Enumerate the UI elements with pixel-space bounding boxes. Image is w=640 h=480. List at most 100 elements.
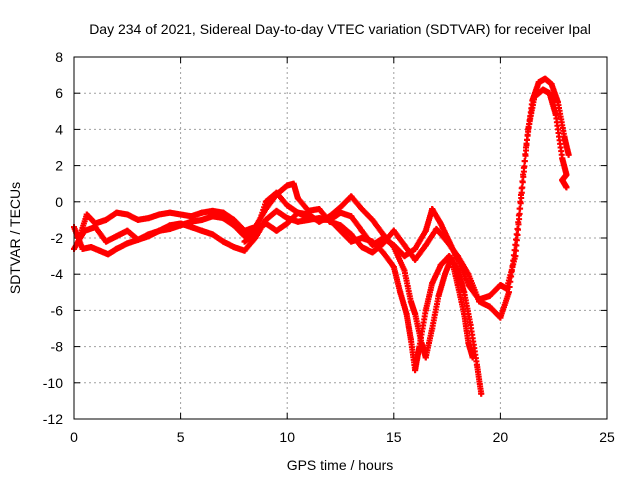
data-point [441, 271, 448, 278]
data-point [412, 256, 419, 263]
x-tick-label: 15 [386, 429, 402, 445]
data-point [273, 207, 280, 214]
data-point [454, 282, 461, 289]
data-point [433, 225, 440, 232]
data-point [326, 216, 333, 223]
data-point [113, 245, 120, 252]
data-point [262, 220, 269, 227]
y-tick-label: 4 [55, 121, 63, 137]
data-point [540, 86, 547, 93]
data-point [503, 285, 510, 292]
data-point [348, 238, 355, 245]
data-point [369, 249, 376, 256]
data-point [316, 216, 323, 223]
data-point [403, 311, 410, 318]
y-tick-label: -4 [51, 266, 64, 282]
data-point [542, 75, 549, 82]
data-point [209, 213, 216, 220]
data-point [241, 247, 248, 254]
data-point [273, 227, 280, 234]
data-point [145, 215, 152, 222]
data-point [525, 126, 532, 133]
data-point [134, 216, 141, 223]
data-point [437, 220, 444, 227]
data-point [429, 280, 436, 287]
data-point [563, 171, 570, 178]
data-point [102, 238, 109, 245]
data-point [454, 256, 461, 263]
x-tick-label: 10 [279, 429, 295, 445]
data-point [554, 99, 561, 106]
data-point [469, 354, 476, 361]
grid-lines [74, 57, 607, 419]
data-point [429, 325, 436, 332]
data-point [188, 218, 195, 225]
data-point [105, 251, 112, 258]
x-tick-label: 25 [599, 429, 615, 445]
data-point [337, 209, 344, 216]
data-point [390, 263, 397, 270]
data-point [134, 236, 141, 243]
data-point [75, 238, 82, 245]
data-point [88, 244, 95, 251]
y-tick-label: -10 [43, 375, 63, 391]
data-point [220, 238, 227, 245]
data-point [241, 227, 248, 234]
data-point [79, 245, 86, 252]
data-point [252, 231, 259, 238]
y-tick-label: 8 [55, 49, 63, 65]
data-point [166, 209, 173, 216]
data-point [124, 240, 131, 247]
data-point [369, 242, 376, 249]
y-tick-label: 2 [55, 158, 63, 174]
data-point [412, 245, 419, 252]
data-point [531, 93, 538, 100]
data-point [198, 216, 205, 223]
data-point [209, 207, 216, 214]
data-point [156, 227, 163, 234]
y-tick-label: -8 [51, 339, 64, 355]
data-point [284, 220, 291, 227]
data-point [412, 367, 419, 374]
data-point [348, 213, 355, 220]
data-point [446, 238, 453, 245]
x-tick-label: 20 [493, 429, 509, 445]
data-point [145, 233, 152, 240]
data-point [177, 211, 184, 218]
data-series [71, 75, 572, 397]
data-point [497, 282, 504, 289]
data-point [565, 151, 572, 158]
data-point [198, 227, 205, 234]
data-point [486, 303, 493, 310]
data-point [156, 211, 163, 218]
data-point [505, 289, 512, 296]
data-point [209, 231, 216, 238]
x-tick-label: 5 [177, 429, 185, 445]
data-point [552, 111, 559, 118]
data-point [418, 339, 425, 346]
data-point [358, 227, 365, 234]
data-point [337, 204, 344, 211]
data-point [512, 253, 519, 260]
data-point [461, 311, 468, 318]
data-point [407, 336, 414, 343]
data-point [188, 224, 195, 231]
data-point [401, 242, 408, 249]
data-point [497, 314, 504, 321]
data-point [294, 209, 301, 216]
data-point [92, 220, 99, 227]
data-point [96, 247, 103, 254]
data-point [284, 182, 291, 189]
data-point [369, 216, 376, 223]
data-point [476, 296, 483, 303]
data-point [358, 235, 365, 241]
data-point [380, 235, 387, 241]
data-point [273, 189, 280, 196]
data-point [435, 292, 442, 299]
data-point [422, 307, 429, 314]
tick-labels: 0 5 10 15 20 25 -12 -10 -8 -6 -4 -2 0 2 4 6 8 [43, 49, 615, 445]
data-point [437, 262, 444, 269]
data-point [124, 227, 131, 234]
data-point [230, 216, 237, 223]
